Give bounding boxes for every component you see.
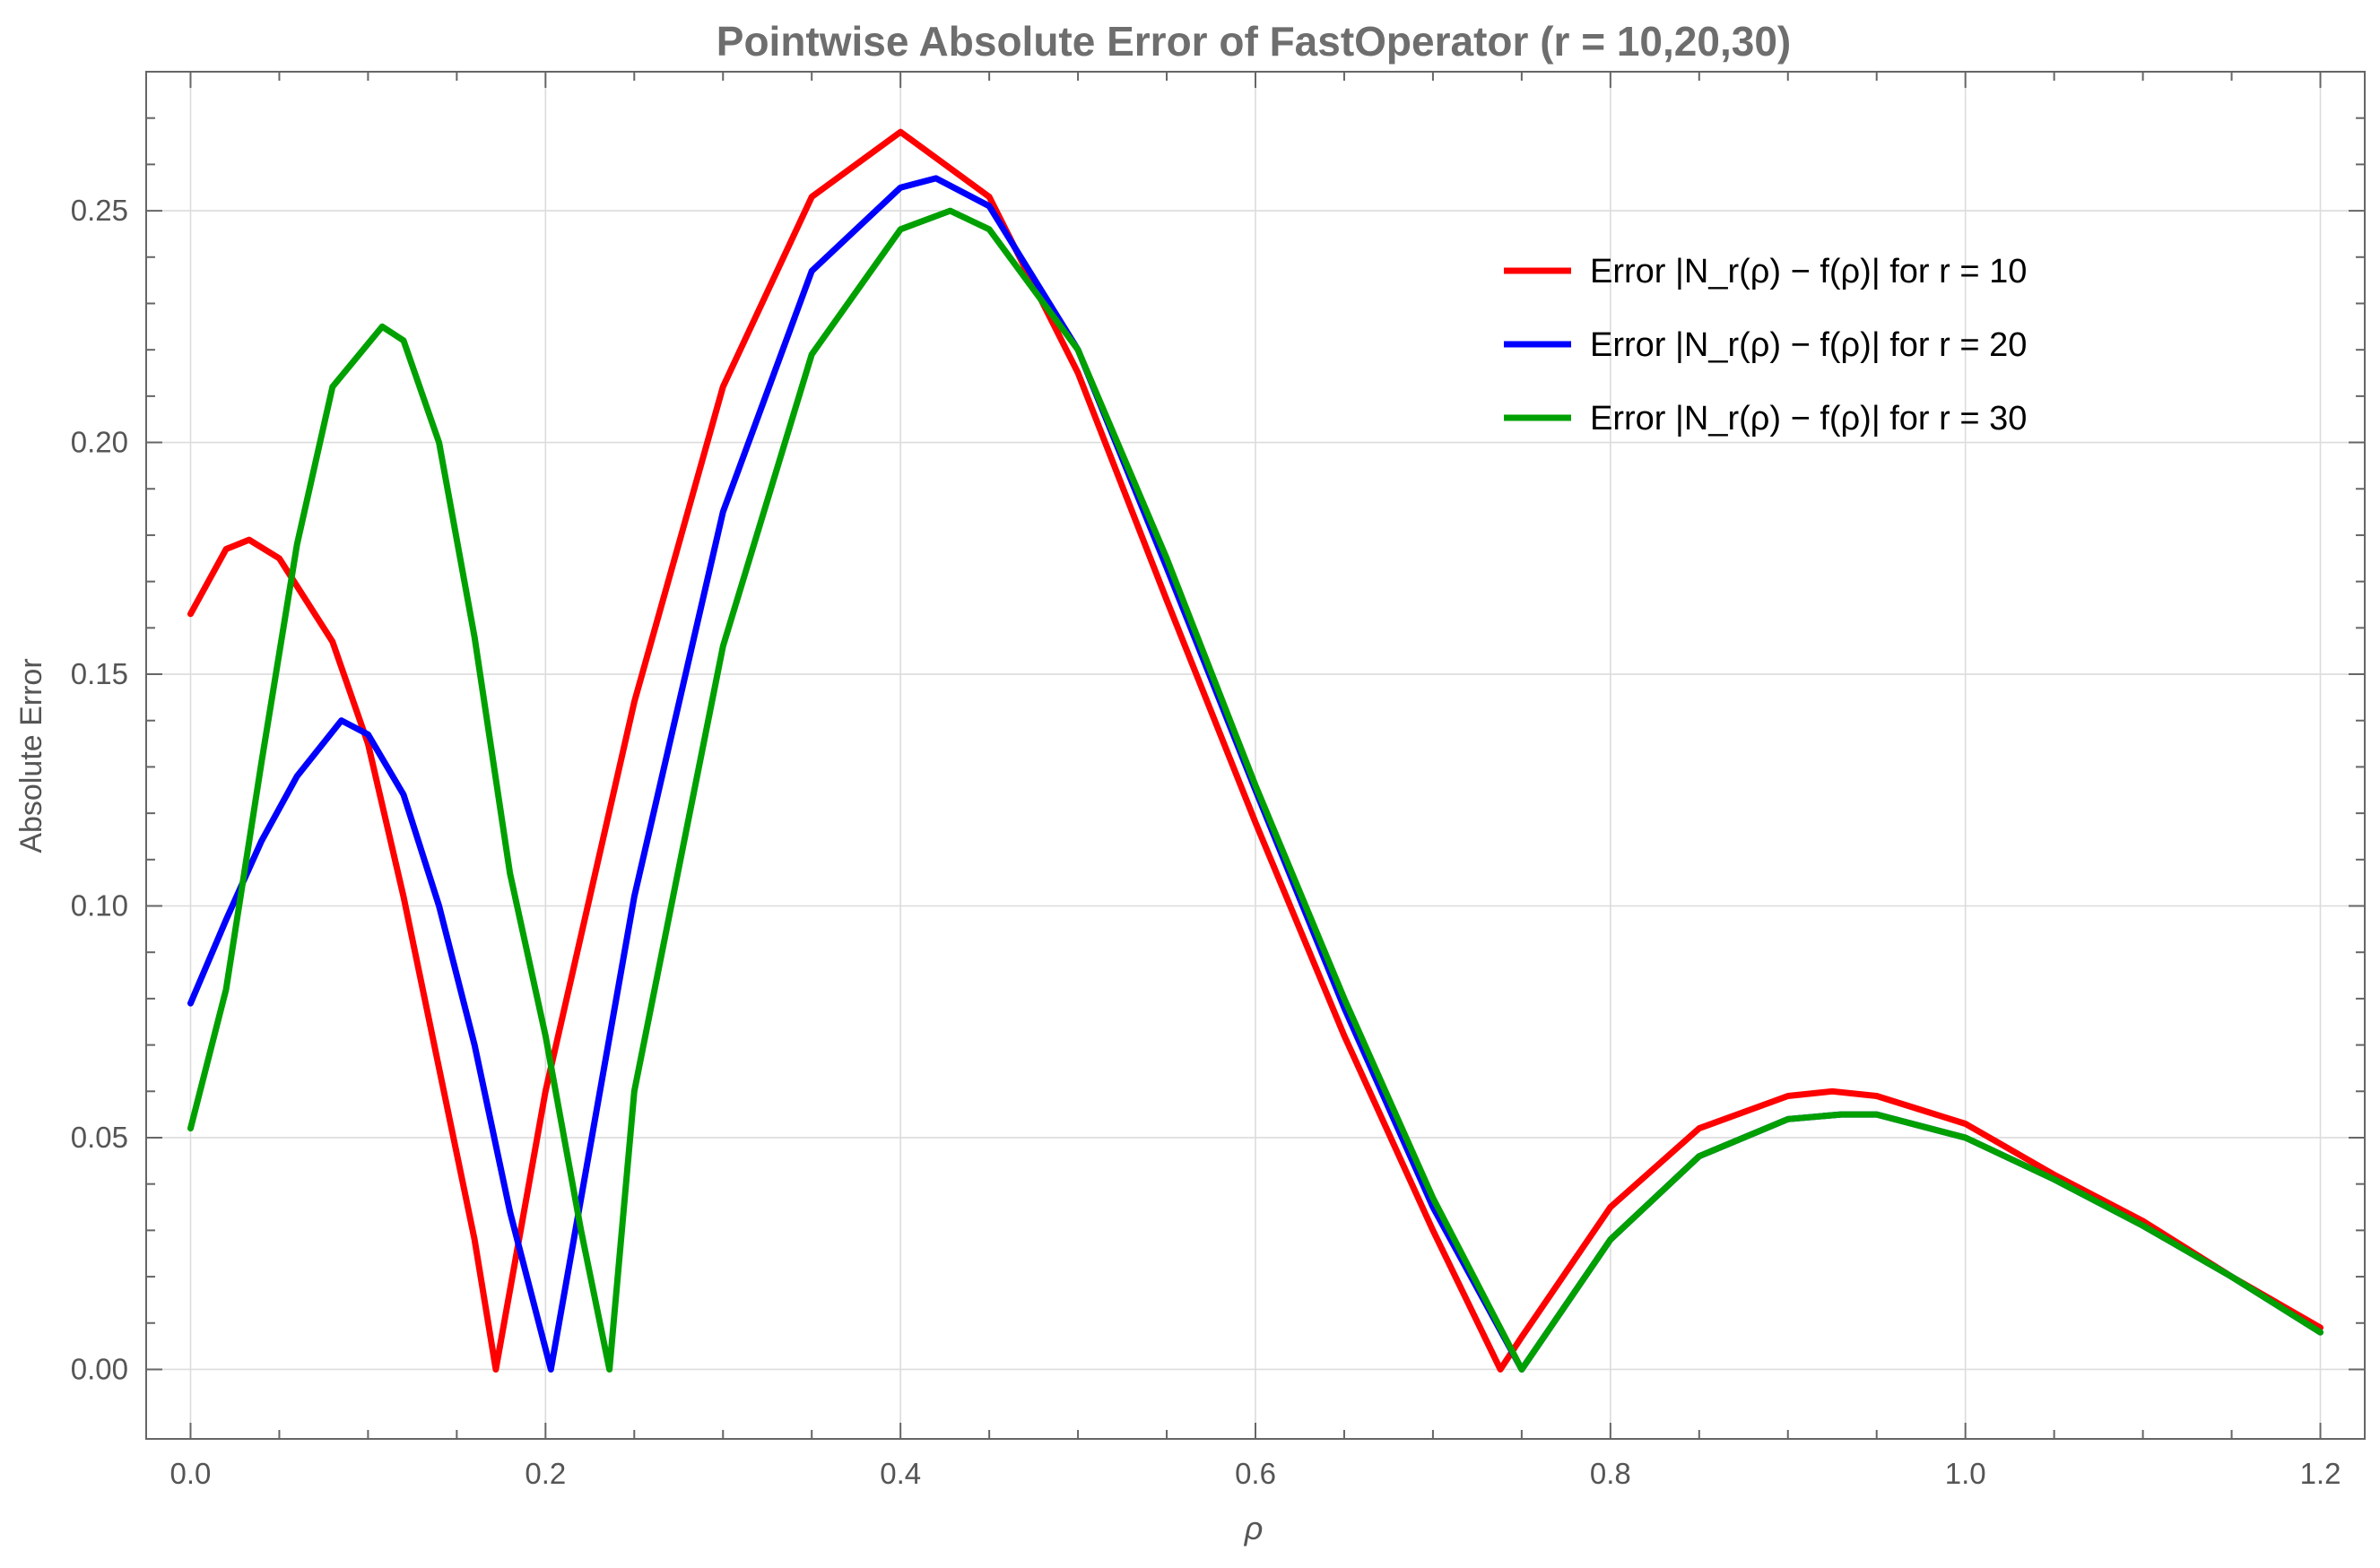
x-tick-label: 0.6	[1235, 1457, 1276, 1490]
y-axis-label: Absolute Error	[14, 658, 48, 853]
legend-label-3: Error |N_r(ρ) − f(ρ)| for r = 30	[1590, 400, 2027, 437]
x-tick-label: 0.0	[170, 1457, 212, 1490]
x-tick-label: 1.0	[1945, 1457, 1986, 1490]
x-tick-label: 1.2	[2300, 1457, 2341, 1490]
x-axis-label: ρ	[1244, 1510, 1264, 1546]
grid-lines	[146, 72, 2365, 1439]
x-tick-label: 0.4	[880, 1457, 921, 1490]
tick-labels: 0.0 0.2 0.4 0.6 0.8 1.0 1.2 0.00 0.05 0.10 0.15 0.2…	[71, 194, 2341, 1490]
legend-label-1: Error |N_r(ρ) − f(ρ)| for r = 10	[1590, 253, 2027, 290]
chart-title: Pointwise Absolute Error of FastOperator…	[717, 18, 1791, 65]
y-tick-label: 0.25	[71, 194, 128, 227]
x-tick-label: 0.2	[525, 1457, 566, 1490]
series-line-3	[187, 207, 2324, 1373]
series-line-1	[187, 128, 2324, 1373]
series-lines	[187, 128, 2324, 1373]
y-tick-label: 0.20	[71, 426, 128, 459]
x-tick-label: 0.8	[1590, 1457, 1631, 1490]
axis-ticks	[146, 72, 2365, 1439]
y-tick-label: 0.05	[71, 1121, 128, 1154]
y-tick-label: 0.10	[71, 889, 128, 923]
y-tick-label: 0.00	[71, 1352, 128, 1385]
y-tick-label: 0.15	[71, 657, 128, 690]
legend: Error |N_r(ρ) − f(ρ)| for r = 10 Error |N…	[1504, 253, 2027, 437]
legend-label-2: Error |N_r(ρ) − f(ρ)| for r = 20	[1590, 326, 2027, 364]
